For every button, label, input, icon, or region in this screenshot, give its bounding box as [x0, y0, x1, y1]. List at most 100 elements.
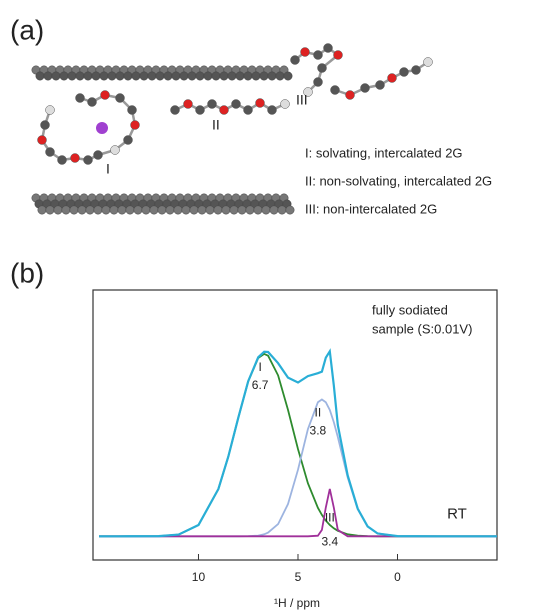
atom [195, 105, 205, 115]
atom [149, 205, 159, 215]
atom [345, 90, 355, 100]
atom [300, 47, 310, 57]
atom [130, 120, 140, 130]
atom [303, 87, 313, 97]
atom [181, 205, 191, 215]
atom [211, 71, 221, 81]
peak-shift: 6.7 [252, 378, 269, 392]
atom [227, 71, 237, 81]
series-label: RT [447, 505, 467, 522]
atom [115, 93, 125, 103]
atom [93, 205, 103, 215]
atom [275, 71, 285, 81]
atom [267, 71, 277, 81]
x-tick-label: 0 [394, 570, 401, 584]
atom [43, 71, 53, 81]
atom [323, 43, 333, 53]
atom [245, 205, 255, 215]
atom [93, 150, 103, 160]
peak-label: I [258, 360, 261, 374]
atom [70, 153, 80, 163]
peak-label: II [315, 406, 322, 420]
atom [125, 205, 135, 215]
atom [229, 205, 239, 215]
atom [155, 71, 165, 81]
panel-label: (a) [10, 14, 44, 45]
panel-label: (b) [10, 257, 44, 288]
atom [195, 71, 205, 81]
atom [131, 71, 141, 81]
atom [313, 50, 323, 60]
atom [411, 65, 421, 75]
atom [173, 205, 183, 215]
legend-text: II: non-solvating, intercalated 2G [305, 173, 492, 188]
legend-text: I: solvating, intercalated 2G [305, 145, 463, 160]
atom [147, 71, 157, 81]
atom [213, 205, 223, 215]
atom [243, 105, 253, 115]
atom [83, 155, 93, 165]
atom [91, 71, 101, 81]
atom [171, 71, 181, 81]
atom [375, 80, 385, 90]
atom [253, 205, 263, 215]
atom [85, 205, 95, 215]
atom [221, 205, 231, 215]
atom [219, 105, 229, 115]
atom [99, 71, 109, 81]
x-axis-label: ¹H / ppm [274, 596, 320, 610]
atom [277, 205, 287, 215]
atom [115, 71, 125, 81]
atom [127, 105, 137, 115]
atom [317, 63, 327, 73]
atom [35, 71, 45, 81]
atom [83, 71, 93, 81]
atom [207, 99, 217, 109]
molecule-label: I [106, 161, 110, 177]
annotation: sample (S:0.01V) [372, 321, 472, 336]
graphene-sheets [31, 65, 295, 215]
atom [187, 71, 197, 81]
spectrum-line [99, 348, 497, 538]
atom [261, 205, 271, 215]
atom [165, 205, 175, 215]
spectrum-line [99, 398, 497, 538]
atom [37, 205, 47, 215]
atom [259, 71, 269, 81]
atom [269, 205, 279, 215]
atom [203, 71, 213, 81]
sodium [96, 122, 108, 134]
atom [141, 205, 151, 215]
atom [423, 57, 433, 67]
x-tick-label: 10 [192, 570, 206, 584]
atom [57, 155, 67, 165]
atom [333, 50, 343, 60]
atom [123, 135, 133, 145]
atom [205, 205, 215, 215]
atom [163, 71, 173, 81]
molecules [37, 43, 433, 165]
atom [399, 67, 409, 77]
atom [101, 205, 111, 215]
atom [387, 73, 397, 83]
atom [37, 135, 47, 145]
atom [183, 99, 193, 109]
atom [61, 205, 71, 215]
atom [100, 90, 110, 100]
atom [313, 77, 323, 87]
atom [45, 105, 55, 115]
atom [157, 205, 167, 215]
atom [87, 97, 97, 107]
atom [139, 71, 149, 81]
atom [255, 98, 265, 108]
atom [280, 99, 290, 109]
atom [237, 205, 247, 215]
atom [45, 147, 55, 157]
atom [179, 71, 189, 81]
legend-text: III: non-intercalated 2G [305, 201, 437, 216]
atom [360, 83, 370, 93]
peak-shift: 3.4 [321, 534, 338, 548]
atom [243, 71, 253, 81]
atom [251, 71, 261, 81]
